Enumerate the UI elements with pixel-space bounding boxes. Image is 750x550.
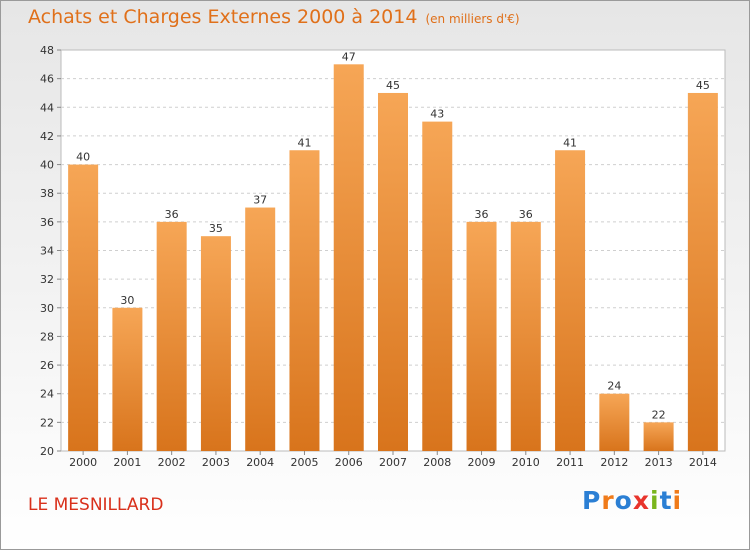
bar-2014: [687, 92, 718, 451]
y-tick-label: 36: [40, 216, 54, 229]
x-tick-label-2000: 2000: [69, 456, 97, 469]
value-label-2004: 37: [253, 194, 267, 207]
y-tick-label: 20: [40, 445, 54, 458]
bar-2013: [643, 422, 674, 451]
x-tick-label-2005: 2005: [290, 456, 318, 469]
y-tick-label: 22: [40, 416, 54, 429]
x-tick-label-2003: 2003: [202, 456, 230, 469]
chart-unit: (en milliers d'€): [425, 12, 520, 26]
value-label-2006: 47: [342, 50, 356, 63]
y-tick-label: 24: [40, 388, 54, 401]
value-label-2011: 41: [563, 136, 577, 149]
x-tick-label-2014: 2014: [689, 456, 717, 469]
value-label-2002: 36: [165, 208, 179, 221]
y-tick-label: 48: [40, 44, 54, 57]
bar-2002: [156, 221, 187, 451]
y-tick-label: 28: [40, 330, 54, 343]
brand-letter: r: [601, 486, 615, 515]
x-tick-label-2006: 2006: [335, 456, 363, 469]
x-tick-label-2004: 2004: [246, 456, 274, 469]
x-tick-label-2007: 2007: [379, 456, 407, 469]
x-tick-label-2001: 2001: [113, 456, 141, 469]
y-tick-label: 44: [40, 101, 54, 114]
value-label-2008: 43: [430, 108, 444, 121]
x-tick-label-2008: 2008: [423, 456, 451, 469]
chart-title: Achats et Charges Externes 2000 à 2014 (e…: [28, 6, 520, 28]
y-axis: 20 22 24 26 28 30 32 34 36 38 40 42 44 46 48: [40, 44, 61, 458]
value-label-2009: 36: [475, 208, 489, 221]
x-tick-label-2011: 2011: [556, 456, 584, 469]
bar-2004: [245, 207, 276, 451]
x-tick-label-2010: 2010: [512, 456, 540, 469]
value-label-2014: 45: [696, 79, 710, 92]
value-label-2013: 22: [652, 408, 666, 421]
bar-2000: [68, 164, 99, 452]
bar-2001: [112, 307, 143, 451]
brand-letter: i: [672, 486, 683, 515]
x-tick-label-2012: 2012: [600, 456, 628, 469]
value-label-2012: 24: [607, 380, 621, 393]
brand-letter: P: [582, 486, 602, 515]
bar-2009: [466, 221, 497, 451]
value-label-2007: 45: [386, 79, 400, 92]
value-label-2003: 35: [209, 222, 223, 235]
brand-letter: x: [632, 486, 650, 515]
brand-letter: o: [614, 486, 633, 515]
bar-2003: [200, 236, 231, 451]
y-tick-label: 46: [40, 73, 54, 86]
x-tick-label-2002: 2002: [158, 456, 186, 469]
y-tick-label: 34: [40, 245, 54, 258]
bar-2011: [555, 150, 586, 451]
value-label-2000: 40: [76, 151, 90, 164]
bars: 40 30 36 35 37 41 47 45 43 36 36 41 24 22 45: [68, 50, 718, 452]
brand-letter: t: [659, 486, 673, 515]
bar-2006: [333, 64, 364, 452]
y-tick-label: 38: [40, 187, 54, 200]
x-tick-label-2009: 2009: [468, 456, 496, 469]
x-axis: 2000 2001 2002 2003 2004 2005 2006 2007 2008 2009…: [69, 451, 717, 469]
bar-2005: [289, 150, 320, 451]
bar-2007: [378, 92, 408, 451]
y-tick-label: 32: [40, 273, 54, 286]
bar-2008: [422, 121, 453, 451]
value-label-2001: 30: [120, 294, 134, 307]
value-label-2010: 36: [519, 208, 533, 221]
y-tick-label: 30: [40, 302, 54, 315]
y-tick-label: 42: [40, 130, 54, 143]
commune-name: LE MESNILLARD: [28, 495, 164, 515]
brand-letter: i: [650, 486, 660, 515]
y-tick-label: 40: [40, 159, 54, 172]
bar-2012: [599, 393, 630, 451]
chart-title-text: Achats et Charges Externes 2000 à 2014: [28, 6, 418, 28]
value-label-2005: 41: [297, 136, 311, 149]
proxiti-logo[interactable]: Proxiti: [582, 486, 682, 515]
bar-2010: [510, 221, 541, 451]
x-tick-label-2013: 2013: [645, 456, 673, 469]
y-tick-label: 26: [40, 359, 54, 372]
